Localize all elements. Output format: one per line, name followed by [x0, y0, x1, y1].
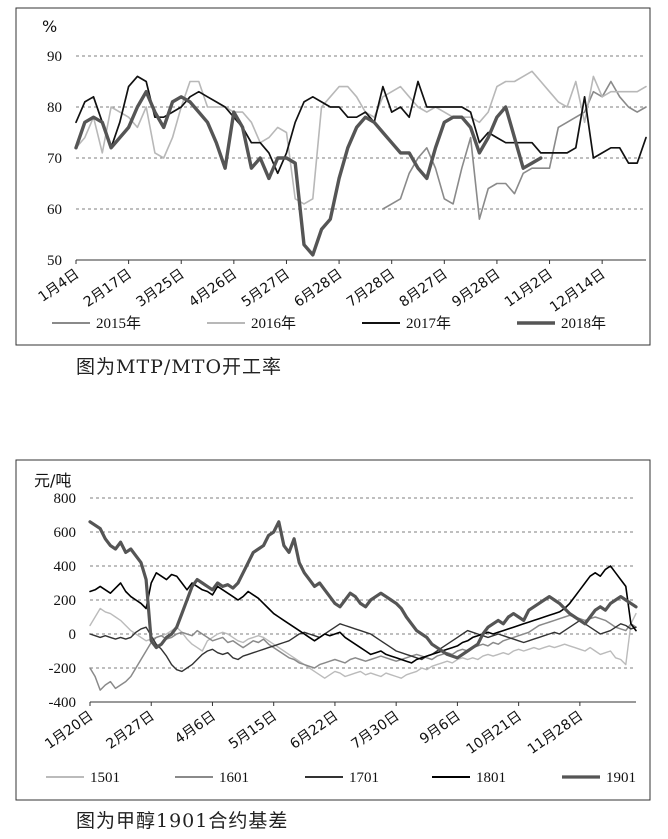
mtp-mto-operating-rate-chart: 50 60 70 80 90% 1月4日2月17日3月25日4月26日5月27日6月28日…	[15, 7, 651, 346]
chart2-legend-label-1501: 1501	[90, 770, 120, 786]
chart1-x-tick-label: 1月4日	[36, 266, 83, 305]
chart2-x-tick-label: 9月6日	[417, 708, 464, 747]
chart1-x-tick-label: 5月27日	[239, 266, 293, 311]
chart2-y-tick-label: 400	[54, 559, 77, 575]
chart1-series-line-2017年	[75, 75, 647, 175]
chart1-series-line-2018年	[74, 89, 543, 257]
chart2-frame	[15, 459, 651, 801]
chart2-y-tick-label: 0	[69, 627, 77, 643]
chart1-x-tick-label: 4月26日	[186, 266, 240, 311]
chart1-x-tick-label: 9月28日	[449, 266, 503, 311]
chart1-y-tick-label: 70	[47, 151, 62, 167]
chart2-x-tick-label: 10月21日	[464, 708, 525, 758]
chart1-x-tick-label: 12月14日	[547, 266, 608, 316]
chart2-legend-label-1601: 1601	[219, 770, 249, 786]
chart1-legend-label-2015年: 2015年	[96, 315, 141, 332]
chart2-y-tick-label: 600	[54, 525, 77, 541]
chart2-x-tick-label: 2月27日	[104, 708, 158, 753]
chart1-legend-label-2017年: 2017年	[406, 315, 451, 332]
chart2-y-tick-label: 200	[54, 593, 77, 609]
chart1-series-line-2016年	[75, 70, 647, 205]
caption-methanol-basis: 图为甲醇1901合约基差	[76, 810, 289, 832]
chart1-frame	[15, 7, 651, 346]
chart2-legend-label-1801: 1801	[476, 770, 506, 786]
chart1-y-tick-label: 50	[47, 253, 62, 269]
chart1-unit-label: %	[42, 17, 57, 36]
chart2-x-tick-label: 1月20日	[42, 708, 96, 753]
chart1-legend-label-2018年: 2018年	[561, 315, 606, 332]
chart1-x-tick-label: 6月28日	[291, 266, 345, 311]
chart2-series-line-1701	[89, 619, 637, 673]
chart1-y-tick-label: 80	[47, 100, 62, 116]
chart2-x-tick-label: 4月6日	[172, 708, 219, 747]
chart2-series-line-1501	[89, 607, 637, 679]
chart1-y-tick-label: 90	[47, 49, 62, 65]
chart1-y-tick-label: 60	[47, 202, 62, 218]
chart1-x-tick-label: 8月27日	[397, 266, 451, 311]
chart1-legend-label-2016年: 2016年	[251, 315, 296, 332]
caption-operating-rate: 图为MTP/MTO开工率	[76, 356, 283, 378]
chart2-series-line-1901	[88, 520, 638, 660]
chart2-y-tick-label: 800	[54, 491, 77, 507]
chart1-x-tick-label: 7月28日	[344, 266, 398, 311]
chart2-series-line-1601	[89, 614, 637, 691]
chart2-y-tick-label: -200	[49, 661, 77, 677]
chart2-legend-label-1701: 1701	[349, 770, 379, 786]
chart2-y-tick-label: -400	[49, 695, 77, 711]
chart2-x-tick-label: 7月30日	[348, 708, 402, 753]
chart2-x-tick-label: 5月15日	[226, 708, 280, 753]
chart1-x-tick-label: 2月17日	[81, 266, 135, 311]
chart2-x-tick-label: 6月22日	[287, 708, 341, 753]
chart2-unit-label: 元/吨	[34, 471, 71, 490]
chart2-x-tick-label: 11月28日	[525, 708, 586, 758]
chart2-series-line-1801	[89, 565, 637, 664]
chart2-legend-label-1901: 1901	[606, 770, 636, 786]
chart1-x-tick-label: 3月25日	[134, 266, 188, 311]
